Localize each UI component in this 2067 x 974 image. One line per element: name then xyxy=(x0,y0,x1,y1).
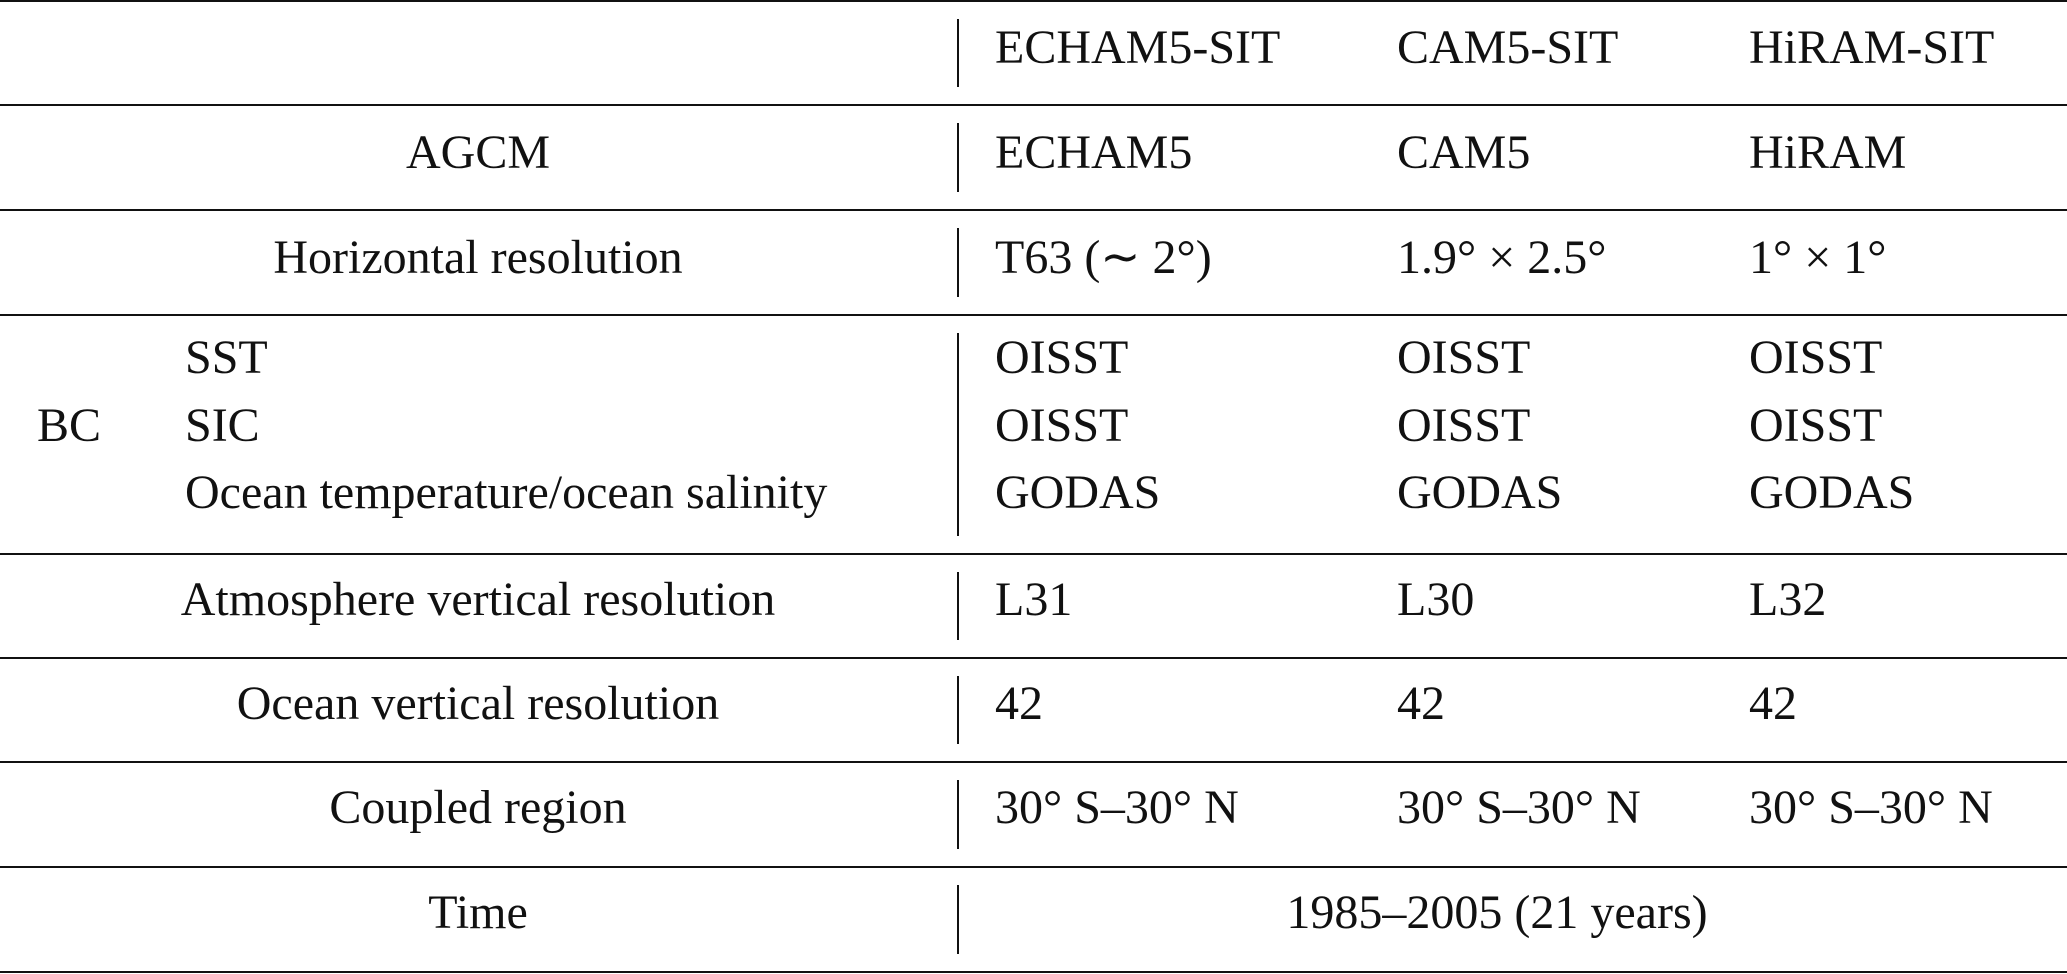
cell: 42 xyxy=(1749,677,1797,730)
row-label: SIC xyxy=(185,399,260,452)
cell: 42 xyxy=(1397,677,1445,730)
cell: HiRAM xyxy=(1749,126,1906,179)
cell: L30 xyxy=(1397,573,1474,626)
row-label: Ocean temperature/ocean salinity xyxy=(185,466,827,519)
cell: GODAS xyxy=(1397,466,1562,519)
column-header: HiRAM-SIT xyxy=(1749,21,1994,74)
cell: OISST xyxy=(1749,399,1882,452)
cell: 1° × 1° xyxy=(1749,231,1886,284)
column-header: CAM5-SIT xyxy=(1397,21,1618,74)
row-label: Time xyxy=(428,886,528,939)
cell: L31 xyxy=(995,573,1072,626)
cell: 1.9° × 2.5° xyxy=(1397,231,1606,284)
cell: OISST xyxy=(1749,331,1882,384)
cell: OISST xyxy=(995,399,1128,452)
cell: GODAS xyxy=(1749,466,1914,519)
cell: OISST xyxy=(1397,331,1530,384)
cell: 30° S–30° N xyxy=(1749,781,1993,834)
cell: GODAS xyxy=(995,466,1160,519)
cell: OISST xyxy=(995,331,1128,384)
row-label: SST xyxy=(185,331,268,384)
cell: OISST xyxy=(1397,399,1530,452)
cell: CAM5 xyxy=(1397,126,1530,179)
column-header: ECHAM5-SIT xyxy=(995,21,1280,74)
cell: 1985–2005 (21 years) xyxy=(1286,886,1707,939)
row-label: AGCM xyxy=(406,126,550,179)
cell: 30° S–30° N xyxy=(995,781,1239,834)
row-label: Atmosphere vertical resolution xyxy=(181,573,776,626)
row-group: BC xyxy=(37,399,101,452)
cell: 30° S–30° N xyxy=(1397,781,1641,834)
cell: L32 xyxy=(1749,573,1826,626)
cell: T63 (∼ 2°) xyxy=(995,231,1212,284)
cell: 42 xyxy=(995,677,1043,730)
row-label: Coupled region xyxy=(329,781,626,834)
row-label: Ocean vertical resolution xyxy=(237,677,719,730)
row-label: Horizontal resolution xyxy=(273,231,682,284)
cell: ECHAM5 xyxy=(995,126,1192,179)
